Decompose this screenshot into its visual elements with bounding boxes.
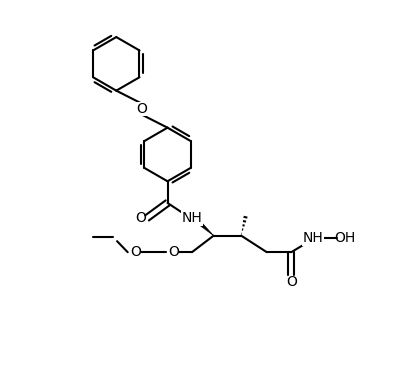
Text: NH: NH [302, 231, 322, 246]
Text: OH: OH [334, 231, 355, 246]
Text: O: O [285, 275, 296, 289]
Polygon shape [195, 219, 213, 235]
Text: O: O [136, 102, 147, 116]
Text: NH: NH [181, 211, 202, 225]
Text: O: O [135, 211, 146, 225]
Text: O: O [168, 245, 178, 259]
Text: O: O [130, 245, 141, 259]
